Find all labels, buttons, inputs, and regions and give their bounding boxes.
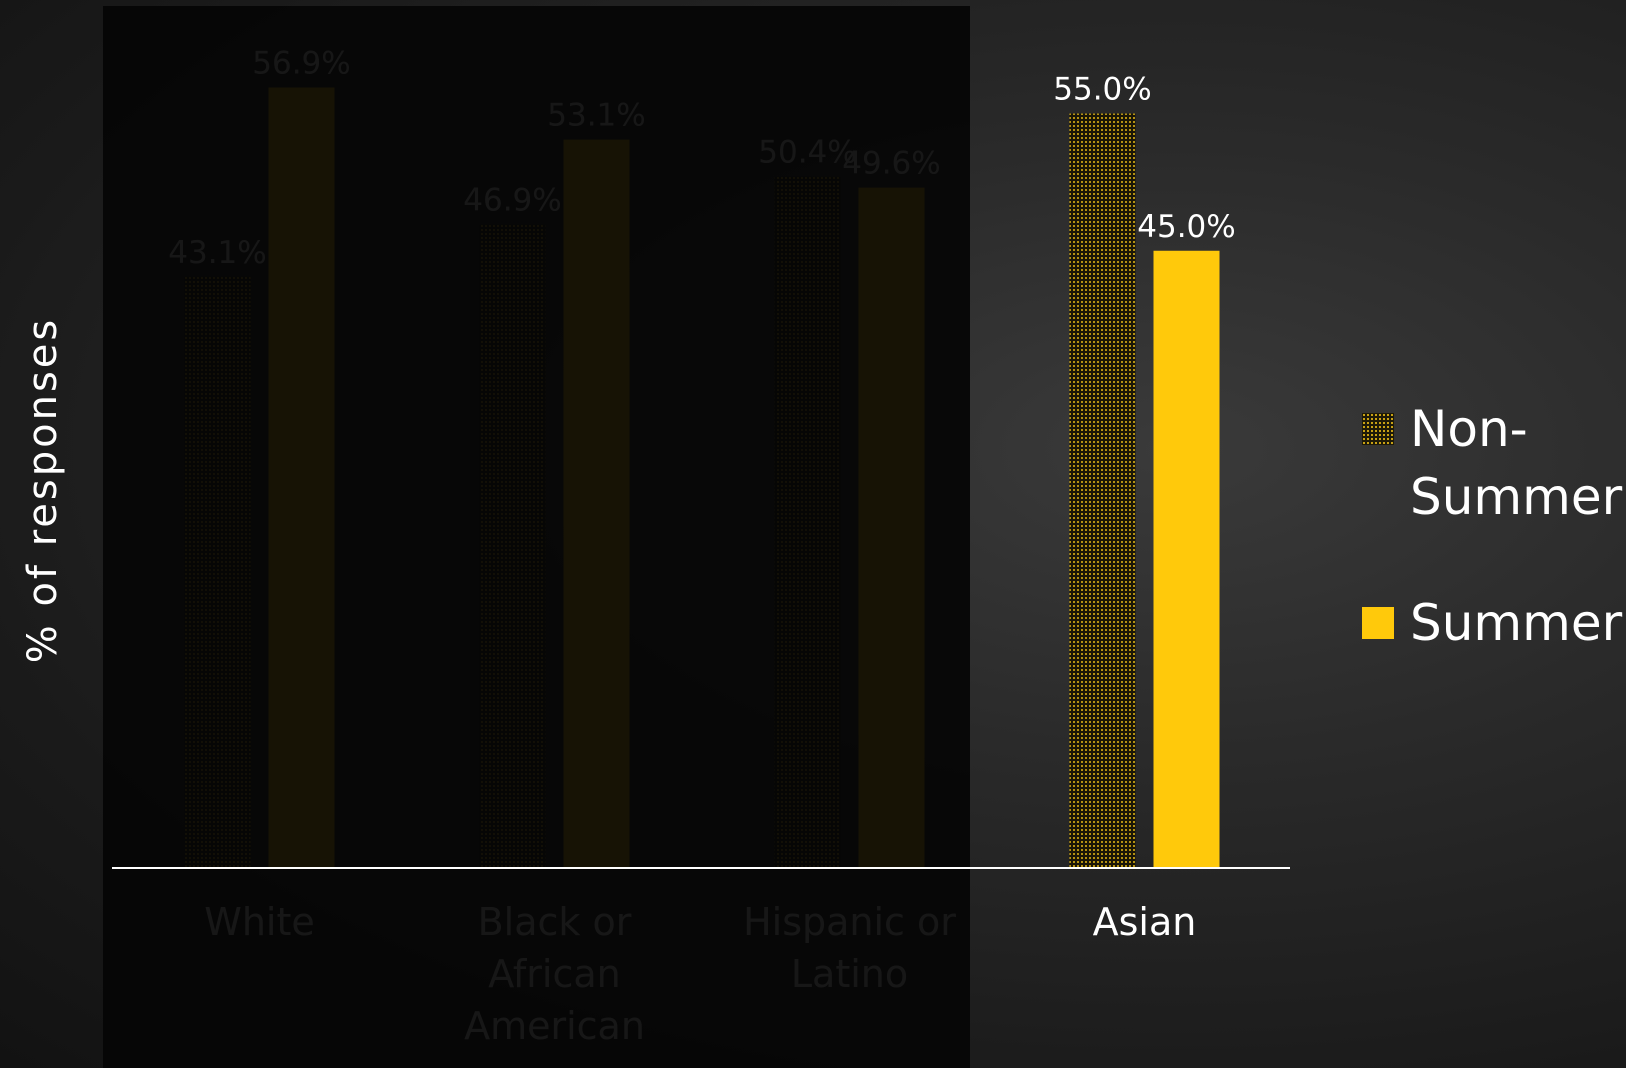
legend-item-non-summer: Non- Summer [1362,395,1622,531]
legend-swatch-summer [1362,607,1394,639]
bar-non-summer-asian [1069,113,1136,869]
legend-label-non-summer-line-1: Non- [1410,400,1528,458]
bar-summer-asian [1153,250,1220,868]
legend-label-non-summer-line-2: Summer [1410,468,1623,526]
data-label-summer-asian: 45.0% [1137,209,1235,245]
legend-item-summer: Summer [1362,589,1622,657]
legend-label-summer: Summer [1410,594,1623,652]
dim-overlay [103,6,970,1068]
tick-label-asian: Asian [1093,900,1197,944]
legend-swatch-non-summer [1362,413,1394,445]
legend: Non- Summer Summer [1362,395,1622,657]
data-label-non-summer-asian: 55.0% [1053,72,1151,108]
